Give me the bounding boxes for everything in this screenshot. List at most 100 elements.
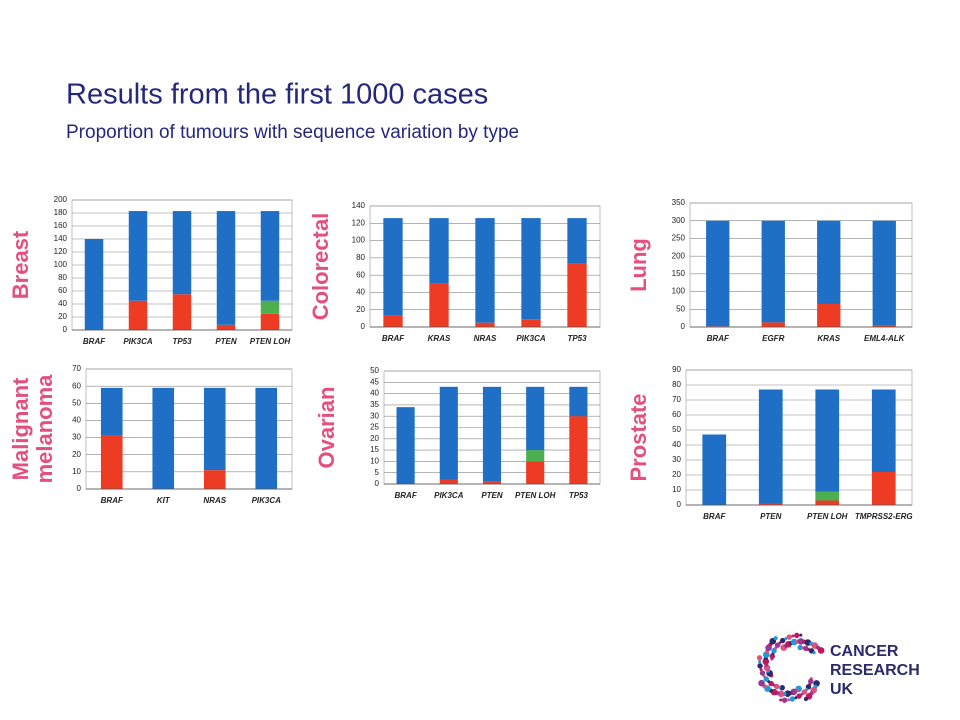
y-tick-label: 40 [58, 299, 67, 308]
y-tick-label: 15 [370, 445, 379, 454]
logo-dot [803, 645, 809, 652]
bar-segment [439, 386, 458, 480]
bar-segment [383, 315, 403, 327]
x-tick-label: EML4-ALK [864, 334, 906, 343]
x-tick-label: PTEN LOH [807, 512, 848, 521]
x-tick-label: BRAF [707, 334, 730, 343]
logo-text: CANCER [830, 643, 899, 660]
bar-segment [383, 218, 403, 316]
y-tick-label: 120 [352, 218, 366, 227]
x-tick-label: PTEN [215, 337, 237, 346]
chart-label: Colorectal [308, 213, 333, 321]
y-tick-label: 140 [352, 201, 366, 210]
slide-title: Results from the first 1000 cases [66, 79, 488, 111]
y-tick-label: 80 [58, 273, 67, 282]
bar-segment [872, 325, 896, 327]
logo-dot [787, 698, 791, 702]
y-tick-label: 60 [72, 381, 81, 390]
logo-dot [759, 668, 763, 672]
logo-dot [794, 696, 798, 700]
bar-segment [128, 300, 148, 330]
bar-segment [526, 461, 545, 484]
x-tick-label: PIK3CA [252, 496, 282, 505]
x-tick-label: PIK3CA [516, 334, 546, 343]
bar-segment [761, 220, 785, 323]
x-tick-label: PTEN [481, 491, 503, 500]
y-tick-label: 80 [356, 253, 365, 262]
y-tick-label: 0 [361, 322, 366, 331]
logo-dot [796, 693, 802, 699]
y-tick-label: 35 [370, 400, 379, 409]
y-tick-label: 100 [54, 260, 68, 269]
y-tick-label: 10 [72, 467, 81, 476]
logo-dot [784, 690, 792, 697]
y-tick-label: 40 [356, 288, 365, 297]
bar-segment [260, 313, 280, 330]
x-tick-label: TMPRSS2-ERG [855, 512, 913, 521]
y-tick-label: 300 [672, 216, 686, 225]
bar-segment [758, 389, 783, 504]
bar-segment [758, 503, 783, 505]
y-tick-label: 30 [72, 433, 81, 442]
x-tick-label: KIT [157, 496, 171, 505]
x-tick-label: TP53 [567, 334, 587, 343]
y-tick-label: 150 [672, 269, 686, 278]
logo-dot [779, 685, 785, 691]
bar-segment [567, 218, 587, 264]
bar-segment [482, 386, 502, 482]
bar-segment [100, 435, 123, 489]
x-tick-label: PIK3CA [434, 491, 464, 500]
logo-text: RESEARCH [830, 662, 920, 679]
logo-dot [757, 663, 763, 669]
bar-segment [216, 211, 236, 325]
x-tick-label: KRAS [817, 334, 840, 343]
y-tick-label: 20 [58, 312, 67, 321]
bar-segment [815, 500, 840, 505]
logo-dot [797, 644, 803, 651]
x-tick-label: PIK3CA [123, 337, 153, 346]
bar-segment [871, 472, 896, 505]
bar-segment [482, 481, 502, 484]
y-tick-label: 40 [72, 416, 81, 425]
bar-segment [152, 387, 175, 489]
x-tick-label: PTEN LOH [515, 491, 556, 500]
bar-segment [128, 211, 148, 301]
y-tick-label: 10 [370, 457, 379, 466]
bar-segment [526, 450, 545, 462]
chart-label: melanoma [32, 374, 57, 484]
y-tick-label: 80 [672, 380, 681, 389]
y-tick-label: 20 [672, 470, 681, 479]
logo-dot [791, 634, 795, 638]
bar-segment [526, 386, 545, 451]
x-tick-label: PTEN LOH [250, 337, 291, 346]
chart-label: Malignant [8, 377, 33, 480]
logo-dot [773, 636, 778, 641]
x-tick-label: PTEN [760, 512, 782, 521]
y-tick-label: 0 [375, 479, 380, 488]
bar-segment [84, 239, 104, 330]
logo-text: UK [830, 681, 854, 698]
logo-dot [799, 633, 803, 637]
y-tick-label: 20 [72, 450, 81, 459]
logo-dot [812, 651, 816, 655]
y-tick-label: 0 [677, 500, 682, 509]
logo-dot [779, 698, 783, 702]
y-tick-label: 0 [77, 484, 82, 493]
logo-dot [762, 658, 770, 665]
y-tick-label: 160 [54, 221, 68, 230]
chart-label: Breast [8, 230, 33, 299]
x-tick-label: EGFR [762, 334, 784, 343]
bar-segment [817, 303, 841, 327]
bar-segment [439, 479, 458, 484]
x-tick-label: BRAF [382, 334, 405, 343]
logo-dot [780, 637, 786, 644]
x-tick-label: TP53 [172, 337, 192, 346]
x-tick-label: KRAS [428, 334, 451, 343]
x-tick-label: BRAF [394, 491, 417, 500]
y-tick-label: 0 [63, 325, 68, 334]
y-tick-label: 0 [681, 322, 686, 331]
y-tick-label: 250 [672, 234, 686, 243]
bar-segment [429, 283, 449, 327]
bar-segment [871, 389, 896, 472]
